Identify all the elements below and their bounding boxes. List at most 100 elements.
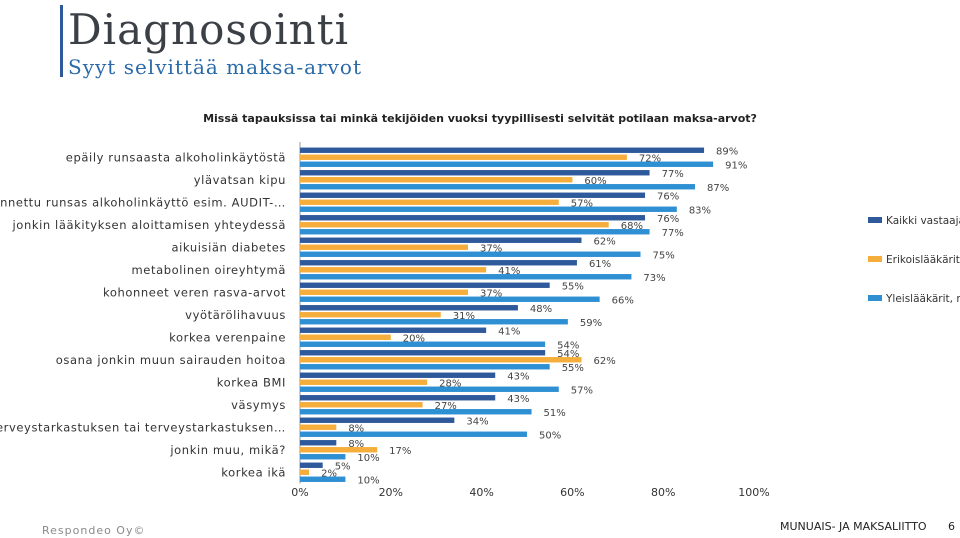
data-label: 62% — [593, 356, 615, 367]
data-label: 2% — [321, 468, 337, 479]
bar-2 — [300, 379, 428, 385]
data-label: 61% — [589, 259, 611, 270]
x-tick-label: 80% — [651, 486, 675, 499]
bar-1 — [300, 170, 650, 176]
legend-label: Yleislääkärit, n=158 — [885, 293, 960, 305]
legend-swatch — [868, 217, 882, 223]
bar-2 — [300, 177, 573, 183]
footer-section: MUNUAIS- JA MAKSALIITTO — [780, 520, 927, 533]
bar-2 — [300, 447, 378, 453]
data-label: 77% — [662, 169, 684, 180]
data-label: 37% — [480, 288, 502, 299]
category-label: korkea ikä — [221, 465, 286, 479]
data-label: 66% — [612, 295, 634, 306]
data-label: 50% — [539, 430, 561, 441]
bar-2 — [300, 222, 609, 228]
category-label: aikuisiän diabetes — [171, 240, 286, 254]
data-label: 83% — [689, 205, 711, 216]
bar-1 — [300, 417, 455, 423]
bar-2 — [300, 357, 582, 363]
page-number: 6 — [948, 520, 955, 533]
data-label: 20% — [403, 333, 425, 344]
bar-2 — [300, 154, 627, 160]
category-label: vyötärölihavuus — [185, 308, 286, 322]
bar-3 — [300, 184, 695, 190]
x-tick-label: 60% — [560, 486, 584, 499]
data-label: 72% — [639, 153, 661, 164]
data-label: 17% — [389, 446, 411, 457]
bar-1 — [300, 462, 323, 468]
data-label: 10% — [357, 453, 379, 464]
x-tick-label: 20% — [379, 486, 403, 499]
bar-1 — [300, 305, 518, 311]
bar-2 — [300, 289, 468, 295]
bar-2 — [300, 402, 423, 408]
data-label: 87% — [707, 183, 729, 194]
data-label: 60% — [584, 176, 606, 187]
category-label: ylävatsan kipu — [194, 173, 286, 187]
data-label: 37% — [480, 243, 502, 254]
bar-3 — [300, 229, 650, 235]
data-label: 89% — [716, 146, 738, 157]
data-label: 41% — [498, 326, 520, 337]
category-label: osana jonkin muun sairauden hoitoa — [56, 353, 286, 367]
page-subtitle: Syyt selvittää maksa-arvot — [68, 55, 362, 79]
category-label: väsymys — [231, 398, 286, 412]
bar-3 — [300, 161, 714, 167]
bar-3 — [300, 206, 677, 212]
legend-swatch — [868, 295, 882, 301]
data-label: 76% — [657, 191, 679, 202]
data-label: 73% — [643, 273, 665, 284]
title-accent-rule — [60, 5, 63, 77]
data-label: 59% — [580, 318, 602, 329]
bar-3 — [300, 476, 346, 482]
legend-label: Erikoislääkärit, n=100 — [886, 254, 960, 266]
bar-1 — [300, 327, 487, 333]
data-label: 76% — [657, 214, 679, 225]
data-label: 43% — [507, 394, 529, 405]
bar-1 — [300, 147, 705, 153]
bar-2 — [300, 469, 310, 475]
bar-2 — [300, 199, 559, 205]
bar-3 — [300, 296, 600, 302]
data-label: 48% — [530, 304, 552, 315]
bar-1 — [300, 350, 546, 356]
bar-2 — [300, 244, 468, 250]
bar-3 — [300, 319, 568, 325]
bar-3 — [300, 341, 546, 347]
data-label: 8% — [348, 439, 364, 450]
bar-2 — [300, 267, 487, 273]
x-tick-label: 40% — [469, 486, 493, 499]
category-label: todennettu runsas alkoholinkäyttö esim. … — [0, 195, 286, 209]
category-label: kohonneet veren rasva-arvot — [103, 285, 286, 299]
x-tick-label: 100% — [738, 486, 769, 499]
bar-1 — [300, 237, 582, 243]
data-label: 34% — [466, 416, 488, 427]
bar-2 — [300, 424, 337, 430]
legend-swatch — [868, 256, 882, 262]
bar-3 — [300, 386, 559, 392]
legend-label: Kaikki vastaajat, n=249 — [886, 215, 960, 227]
category-label: korkea BMI — [217, 375, 286, 389]
category-label: jonkin muu, mikä? — [169, 443, 286, 457]
data-label: 77% — [662, 228, 684, 239]
bar-3 — [300, 431, 527, 437]
bar-2 — [300, 312, 441, 318]
data-label: 54% — [557, 349, 579, 360]
bar-3 — [300, 274, 632, 280]
data-label: 62% — [593, 236, 615, 247]
data-label: 55% — [562, 363, 584, 374]
bar-3 — [300, 409, 532, 415]
chart-question: Missä tapauksissa tai minkä tekijöiden v… — [203, 112, 757, 125]
data-label: 5% — [335, 461, 351, 472]
category-label: metabolinen oireyhtymä — [131, 263, 286, 277]
bar-1 — [300, 215, 646, 221]
category-label: jonkin lääkityksen aloittamisen yhteydes… — [12, 218, 286, 232]
data-label: 57% — [571, 198, 593, 209]
bar-3 — [300, 364, 550, 370]
data-label: 75% — [653, 250, 675, 261]
data-label: 51% — [544, 408, 566, 419]
category-label: korkea verenpaine — [169, 330, 286, 344]
data-label: 55% — [562, 281, 584, 292]
